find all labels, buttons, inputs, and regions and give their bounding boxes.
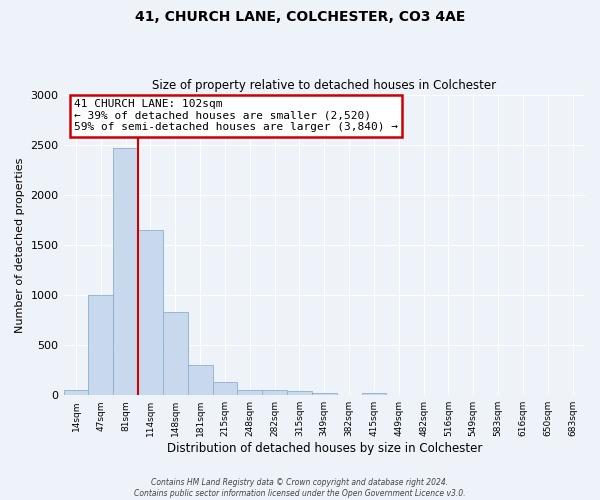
Text: 41, CHURCH LANE, COLCHESTER, CO3 4AE: 41, CHURCH LANE, COLCHESTER, CO3 4AE bbox=[135, 10, 465, 24]
Bar bbox=[238, 390, 262, 395]
Bar bbox=[262, 390, 287, 395]
Bar bbox=[188, 365, 212, 395]
Text: 41 CHURCH LANE: 102sqm
← 39% of detached houses are smaller (2,520)
59% of semi-: 41 CHURCH LANE: 102sqm ← 39% of detached… bbox=[74, 99, 398, 132]
Title: Size of property relative to detached houses in Colchester: Size of property relative to detached ho… bbox=[152, 79, 496, 92]
Bar bbox=[163, 312, 188, 395]
X-axis label: Distribution of detached houses by size in Colchester: Distribution of detached houses by size … bbox=[167, 442, 482, 455]
Bar bbox=[64, 390, 88, 395]
Bar bbox=[212, 382, 238, 395]
Y-axis label: Number of detached properties: Number of detached properties bbox=[15, 157, 25, 332]
Text: Contains HM Land Registry data © Crown copyright and database right 2024.
Contai: Contains HM Land Registry data © Crown c… bbox=[134, 478, 466, 498]
Bar bbox=[312, 393, 337, 395]
Bar bbox=[287, 390, 312, 395]
Bar bbox=[113, 148, 138, 395]
Bar bbox=[88, 295, 113, 395]
Bar bbox=[138, 230, 163, 395]
Bar bbox=[362, 393, 386, 395]
